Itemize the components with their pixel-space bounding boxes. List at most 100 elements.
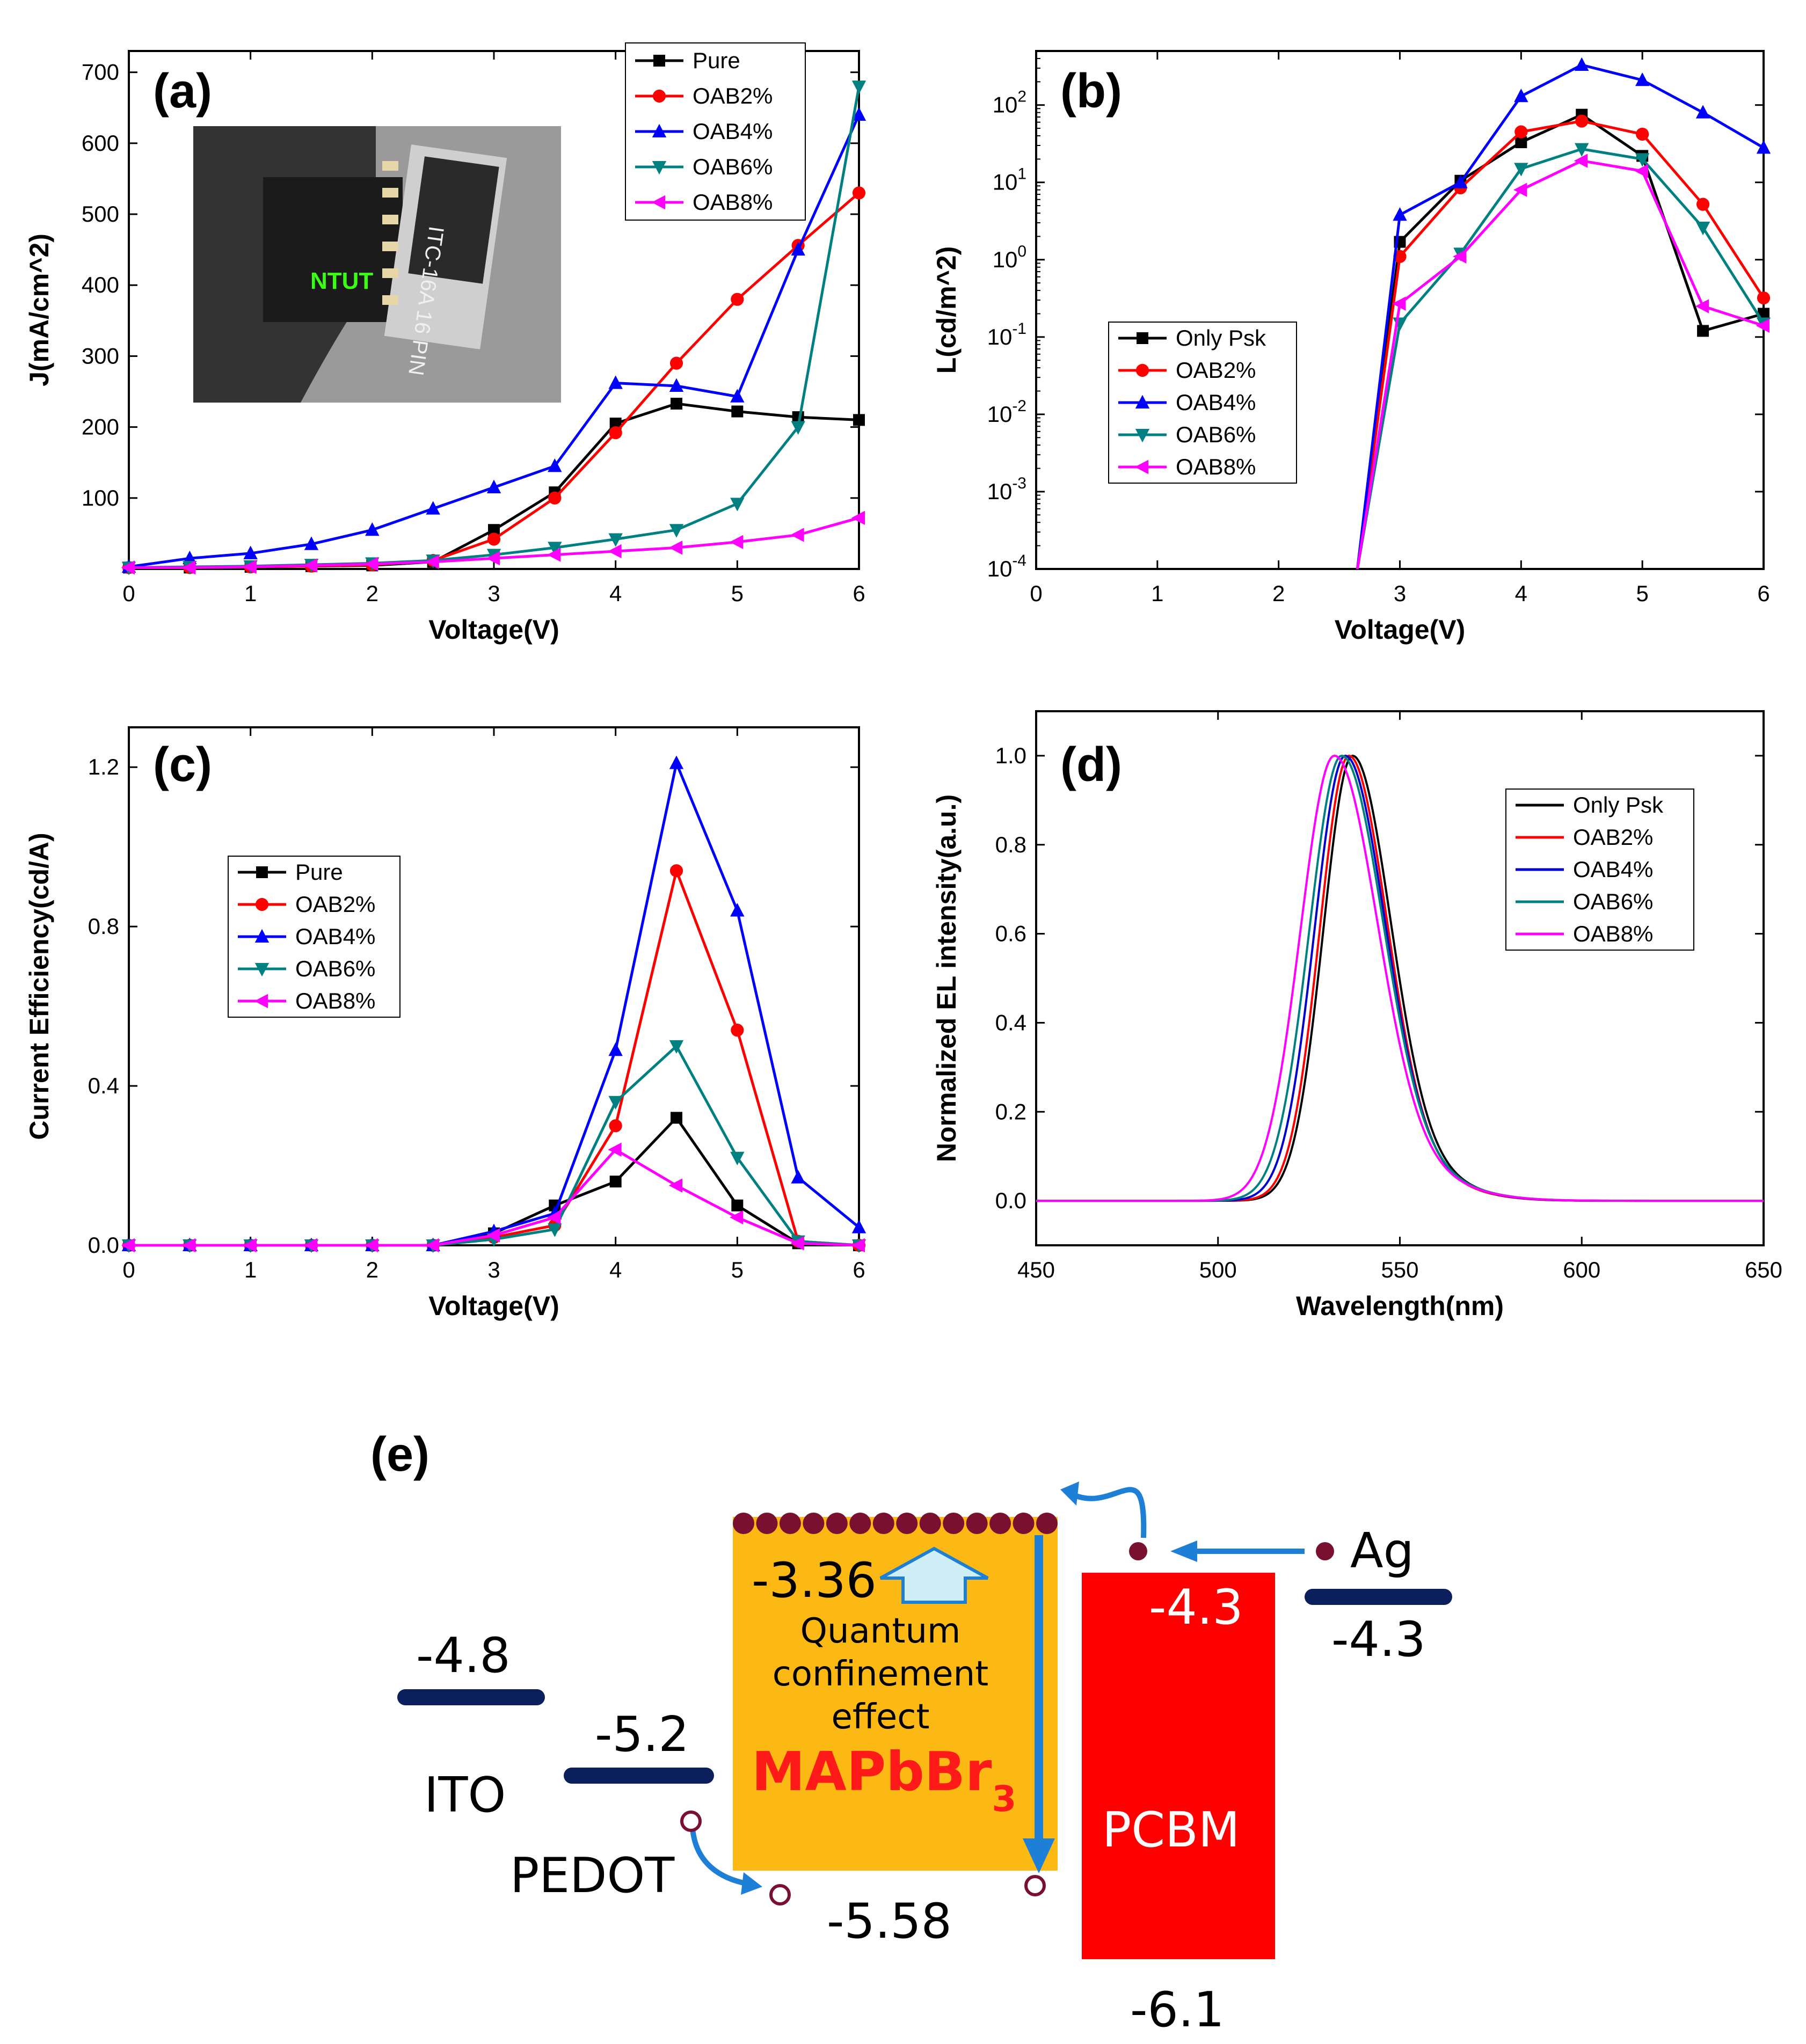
data-point: [851, 1238, 865, 1253]
legend-marker: [255, 897, 269, 911]
data-point: [1697, 325, 1709, 337]
data-point: [1635, 72, 1650, 86]
chart-c-efficiency: 0 1 2 3 4 5 6 0.0 0.4 0.8 1.2 Voltage(V) Current Eff…: [24, 726, 866, 1321]
data-point: [548, 458, 562, 472]
x-tick-label: 500: [1199, 1257, 1237, 1282]
data-point: [669, 864, 683, 878]
y-axis-title: Normalized EL intensity(a.u.): [931, 794, 962, 1162]
x-tick-label: 550: [1381, 1257, 1418, 1282]
perovskite-lumo-value: -3.36: [752, 1552, 877, 1609]
legend-label: Pure: [693, 48, 740, 73]
legend-marker: [256, 866, 268, 878]
y-tick-label: 101: [993, 165, 1026, 195]
x-axis-title: Wavelength(nm): [1296, 1291, 1504, 1321]
y-tick-label: 0.8: [88, 914, 119, 939]
data-point: [1453, 174, 1468, 188]
electron-transfer-curve-head: [1060, 1481, 1079, 1506]
data-point: [1515, 136, 1527, 149]
legend-marker: [653, 55, 665, 67]
legend-label: Only Psk: [1573, 792, 1664, 817]
data-point: [1575, 57, 1589, 71]
data-point: [608, 1096, 623, 1110]
nanoparticle-dot: [872, 1513, 894, 1534]
data-point: [243, 545, 258, 559]
x-tick-label: 1: [244, 581, 257, 606]
data-point: [608, 533, 623, 547]
data-point: [303, 1238, 317, 1253]
legend-marker: [1135, 363, 1149, 377]
data-point: [1757, 291, 1771, 305]
series-line: [1356, 113, 1764, 570]
data-point: [731, 293, 744, 306]
data-point: [304, 536, 319, 550]
x-tick-label: 5: [1636, 581, 1648, 606]
x-tick-label: 6: [853, 1257, 865, 1282]
data-point: [1756, 318, 1769, 333]
spectrum-line: [1036, 754, 1764, 1202]
data-point: [608, 1142, 622, 1157]
legend-label: OAB6%: [1573, 889, 1653, 914]
legend-label: OAB8%: [1176, 454, 1256, 479]
data-point: [1575, 143, 1589, 157]
legend-marker: [254, 994, 268, 1009]
series-line: [1356, 120, 1765, 570]
data-point: [608, 1042, 623, 1056]
nanoparticle-dot: [1013, 1513, 1035, 1534]
legend-label: OAB6%: [1176, 422, 1256, 447]
y-tick-label: 0.0: [88, 1232, 119, 1258]
data-point: [851, 107, 866, 121]
legend-marker: [652, 123, 667, 137]
data-point: [791, 1170, 805, 1184]
y-axis-title: Current Efficiency(cd/A): [24, 833, 54, 1140]
electron-transfer-curve: [1073, 1487, 1147, 1538]
data-point: [791, 242, 805, 256]
data-point: [1695, 222, 1710, 236]
data-point: [182, 1238, 196, 1253]
panel-label-e: (e): [370, 1428, 429, 1481]
y-tick-label: 400: [82, 272, 119, 297]
data-point: [790, 1236, 804, 1251]
panel-label-b: (b): [1060, 64, 1122, 118]
legend-marker: [652, 89, 666, 103]
data-point: [243, 559, 257, 574]
y-tick-label: 10-4: [987, 552, 1026, 581]
y-tick-label: 200: [82, 414, 119, 440]
data-point: [1453, 249, 1467, 264]
ito-label: ITO: [424, 1767, 506, 1823]
data-point: [669, 356, 683, 370]
data-point: [243, 1238, 257, 1253]
legend-marker: [254, 929, 270, 943]
chart-a-jv: 0 1 2 3 4 5 6 100 200 300 400 500 600 700 Voltage(V) J(…: [24, 42, 866, 645]
data-point: [548, 491, 562, 505]
inset-device-substrate: [263, 177, 403, 322]
data-point: [730, 535, 744, 549]
data-point: [1514, 125, 1528, 138]
data-point: [668, 541, 682, 555]
y-tick-label: 100: [82, 485, 119, 510]
nanoparticle-dot: [733, 1513, 754, 1534]
y-tick-label: 10-2: [987, 397, 1026, 427]
x-axis-title: Voltage(V): [428, 615, 559, 645]
x-tick-label: 3: [487, 1257, 500, 1282]
data-point: [121, 1238, 135, 1253]
nanoparticle-dot: [803, 1513, 825, 1534]
series-line: [1356, 63, 1765, 570]
data-point: [730, 498, 745, 512]
energy-level-diagram: (e) -4.8 ITO -5.2 PEDOT -3.36 -5.58 Quan…: [370, 1428, 1452, 2038]
legend-marker: [1134, 459, 1148, 474]
hole-perovskite-right: [1024, 1875, 1046, 1896]
inset-device-photo: ITC-16A 16 PIN NTUT: [193, 126, 561, 403]
y-axis-title: J(mA/cm^2): [24, 233, 54, 386]
pcbm-block: [1082, 1573, 1275, 1959]
y-tick-label: 0.2: [995, 1099, 1026, 1124]
x-tick-label: 0: [1030, 581, 1042, 606]
x-tick-label: 6: [1757, 581, 1769, 606]
legend-label: OAB2%: [1176, 357, 1256, 383]
nanoparticle-dot: [756, 1513, 778, 1534]
nanoparticle-dot: [849, 1513, 871, 1534]
data-point: [487, 532, 501, 546]
data-point: [121, 560, 135, 575]
legend-label: Only Psk: [1176, 325, 1266, 351]
legend-label: Pure: [295, 859, 343, 885]
legend-marker: [651, 195, 665, 210]
